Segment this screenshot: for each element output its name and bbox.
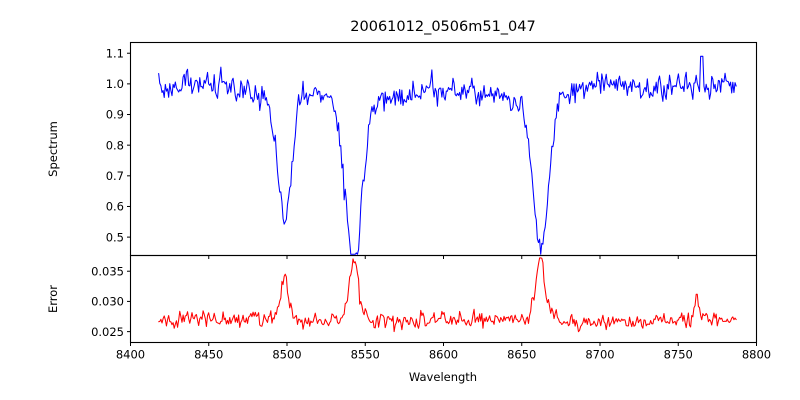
x-tick-label: 8500 [272,348,301,362]
error-y-axis-label: Error [46,285,60,313]
spectrum-panel: 0.5 0.6 0.7 0.8 0.9 1.0 1.1 Spectrum [46,41,758,259]
y-tick-label: 1.0 [106,77,124,91]
x-tick-label: 8450 [194,348,223,362]
spectrum-y-axis-label: Spectrum [46,121,60,177]
spectrum-axes-frame [129,41,758,257]
chart-title: 20061012_0506m51_047 [350,19,535,35]
error-data-line [158,257,737,333]
x-tick-label: 8400 [116,348,145,362]
x-tick-label: 8650 [507,348,536,362]
error-x-ticks: 8400 8450 8500 8550 8600 8650 8700 8750 8800 [116,342,771,362]
x-tick-label: 8800 [742,348,771,362]
spectrum-x-ticks [130,255,757,259]
y-tick-label: 0.025 [91,325,124,339]
y-tick-label: 0.6 [106,200,124,214]
x-axis-label: Wavelength [409,370,477,384]
y-tick-label: 0.035 [91,264,124,278]
y-tick-label: 0.8 [106,138,124,152]
error-axes-frame [129,254,758,344]
y-tick-label: 1.1 [106,46,124,60]
x-tick-label: 8700 [585,348,614,362]
x-tick-label: 8750 [664,348,693,362]
y-tick-label: 0.9 [106,108,124,122]
y-tick-label: 0.5 [106,230,124,244]
spectrum-data-line [158,55,737,255]
error-panel: 0.025 0.030 0.035 8400 8450 8500 8550 8600 8650… [46,254,771,362]
y-tick-label: 0.7 [106,169,124,183]
x-tick-label: 8550 [351,348,380,362]
y-tick-label: 0.030 [91,295,124,309]
spectrum-y-ticks: 0.5 0.6 0.7 0.8 0.9 1.0 1.1 [106,46,131,244]
error-y-ticks: 0.025 0.030 0.035 [91,264,131,339]
x-tick-label: 8600 [429,348,458,362]
